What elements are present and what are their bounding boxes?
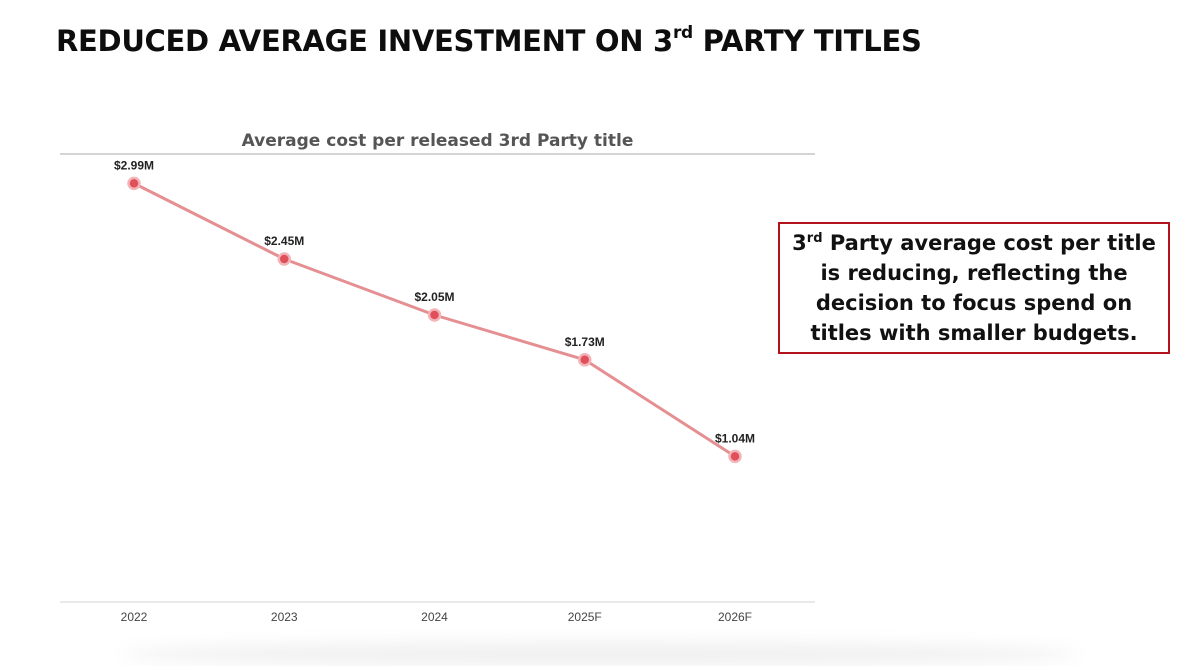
line-chart: $2.99M $2.45M $2.05M $1.73M $1.04M 2022 2023 20… [60,153,815,624]
callout-box: 3rd Party average cost per title is redu… [778,222,1170,354]
x-tick-label: 2022 [121,610,148,624]
data-label: $1.73M [565,335,605,349]
callout-body: Party average cost per title is reducing… [810,231,1156,345]
callout-prefix: 3 [792,231,807,255]
x-tick-label: 2026F [718,610,752,624]
x-tick-label: 2025F [568,610,602,624]
data-label: $2.05M [414,290,454,304]
page-title-suffix: PARTY TITLES [692,24,922,58]
data-point [277,252,291,266]
data-point [127,176,141,191]
data-point [728,449,742,464]
chart-marks: $2.99M $2.45M $2.05M $1.73M $1.04M 2022 2023 20… [114,158,755,624]
x-tick-label: 2023 [271,610,298,624]
page-title-superscript: rd [672,23,693,43]
data-label: $1.04M [715,431,755,445]
chart-title: Average cost per released 3rd Party titl… [241,131,634,151]
callout-superscript: rd [806,231,823,246]
x-tick-label: 2024 [421,610,448,624]
callout-text: 3rd Party average cost per title is redu… [788,228,1160,348]
data-label: $2.99M [114,158,154,172]
page-title-prefix: REDUCED AVERAGE INVESTMENT ON 3 [56,24,673,58]
page-title: REDUCED AVERAGE INVESTMENT ON 3rd PARTY … [56,24,922,58]
data-point [578,353,592,367]
data-point [427,308,442,322]
data-label: $2.45M [264,234,304,248]
